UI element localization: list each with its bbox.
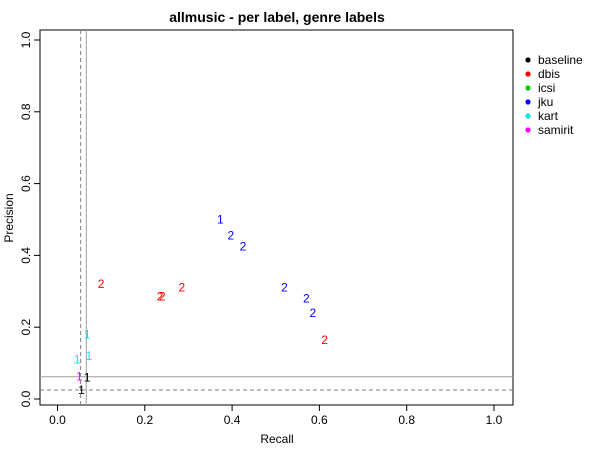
data-point-kart: 1 <box>74 353 81 367</box>
data-point-jku: 2 <box>310 306 317 320</box>
legend-marker-kart <box>525 113 531 119</box>
data-point-dbis: 2 <box>179 281 186 295</box>
plot-frame <box>39 29 514 406</box>
x-axis: 0.0 0.2 0.4 0.6 0.8 1.0 <box>49 405 503 427</box>
legend-label-jku: jku <box>537 95 553 109</box>
y-axis-label: Precision <box>2 193 16 242</box>
legend-marker-jku <box>525 99 531 105</box>
x-tick-label: 0.0 <box>49 413 66 427</box>
data-point-jku: 2 <box>281 281 288 295</box>
x-tick-label: 1.0 <box>486 413 503 427</box>
x-tick-label: 0.2 <box>136 413 153 427</box>
data-point-kart: 1 <box>86 349 93 363</box>
x-axis-label: Recall <box>260 432 293 446</box>
data-point-jku: 2 <box>303 291 310 305</box>
reference-lines <box>40 30 513 405</box>
legend-marker-baseline <box>525 57 531 63</box>
legend-label-samirit: samirit <box>538 123 574 137</box>
y-tick-label: 1.0 <box>19 31 33 48</box>
data-point-dbis: 2 <box>321 333 328 347</box>
data-point-baseline: 1 <box>84 370 91 384</box>
data-point-jku: 1 <box>217 213 224 227</box>
legend-marker-samirit <box>525 127 531 133</box>
data-point-dbis: 2 <box>98 277 105 291</box>
x-tick-label: 0.4 <box>224 413 241 427</box>
data-point-kart: 1 <box>84 327 91 341</box>
data-point-dbis: 2 <box>157 290 164 304</box>
legend-label-kart: kart <box>538 109 559 123</box>
data-point-samirit: 1 <box>76 370 83 384</box>
legend-label-icsi: icsi <box>538 81 555 95</box>
legend-label-dbis: dbis <box>538 67 560 81</box>
data-point-jku: 2 <box>240 239 247 253</box>
legend-label-baseline: baseline <box>538 53 583 67</box>
y-tick-label: 0.4 <box>19 247 33 264</box>
x-tick-label: 0.6 <box>311 413 328 427</box>
x-tick-label: 0.8 <box>398 413 415 427</box>
y-axis: 0.0 0.2 0.4 0.6 0.8 1.0 <box>19 31 40 407</box>
y-tick-label: 0.6 <box>19 175 33 192</box>
y-tick-label: 0.0 <box>19 390 33 407</box>
data-point-jku: 2 <box>227 229 234 243</box>
y-tick-label: 0.2 <box>19 319 33 336</box>
legend-marker-dbis <box>525 71 531 77</box>
data-point-dbis: 2 <box>159 290 166 304</box>
data-point-baseline: 1 <box>78 383 85 397</box>
y-tick-label: 0.8 <box>19 103 33 120</box>
legend-marker-icsi <box>525 85 531 91</box>
chart-title: allmusic - per label, genre labels <box>169 9 385 25</box>
